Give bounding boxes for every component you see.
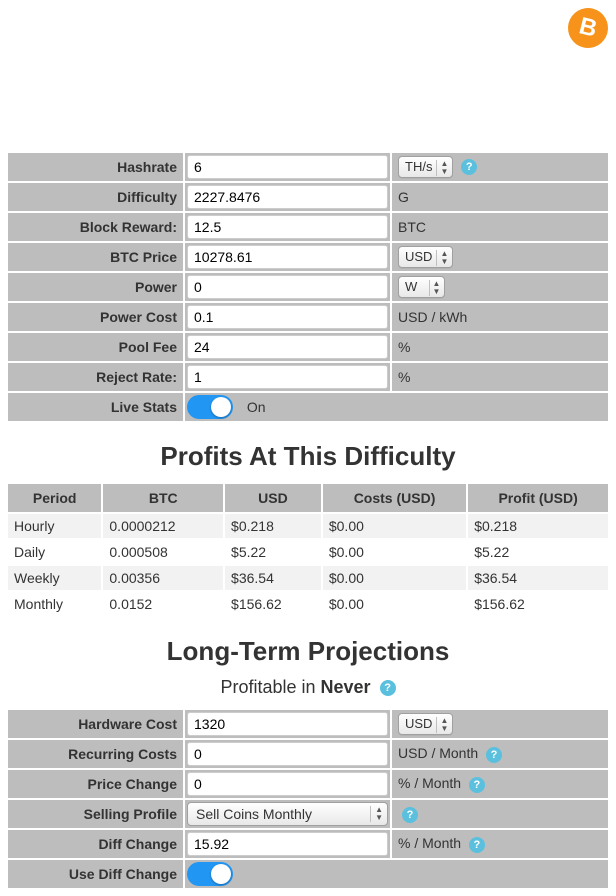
block-reward-input[interactable] (187, 215, 388, 239)
difficulty-label: Difficulty (8, 183, 183, 211)
hardware-cost-input[interactable] (187, 712, 388, 736)
hardware-cost-label: Hardware Cost (8, 710, 183, 738)
difficulty-input[interactable] (187, 185, 388, 209)
col-costs: Costs (USD) (323, 484, 466, 512)
use-diff-change-label: Use Diff Change (8, 860, 183, 888)
hardware-cost-currency-select[interactable]: USD▲▼ (398, 713, 453, 735)
btc-price-label: BTC Price (8, 243, 183, 271)
table-cell: $0.00 (323, 592, 466, 616)
profitable-in-line: Profitable in Never ? (6, 677, 610, 698)
table-cell: $0.00 (323, 514, 466, 538)
profits-table: Period BTC USD Costs (USD) Profit (USD) … (6, 482, 610, 618)
pool-fee-input[interactable] (187, 335, 388, 359)
price-change-label: Price Change (8, 770, 183, 798)
table-cell: Weekly (8, 566, 101, 590)
recurring-costs-label: Recurring Costs (8, 740, 183, 768)
help-icon[interactable]: ? (461, 159, 477, 175)
table-row: Hourly0.0000212$0.218$0.00$0.218 (8, 514, 608, 538)
difficulty-unit: G (392, 183, 608, 211)
pool-fee-label: Pool Fee (8, 333, 183, 361)
btc-price-currency-select[interactable]: USD▲▼ (398, 246, 453, 268)
live-stats-label: Live Stats (8, 393, 183, 421)
recurring-costs-input[interactable] (187, 742, 388, 766)
hashrate-unit-select[interactable]: TH/s▲▼ (398, 156, 453, 178)
help-icon[interactable]: ? (469, 777, 485, 793)
table-cell: $5.22 (468, 540, 608, 564)
table-cell: 0.0152 (103, 592, 223, 616)
table-row: Daily0.000508$5.22$0.00$5.22 (8, 540, 608, 564)
pool-fee-unit: % (392, 333, 608, 361)
reject-rate-label: Reject Rate: (8, 363, 183, 391)
table-cell: 0.00356 (103, 566, 223, 590)
live-stats-toggle[interactable] (187, 395, 233, 419)
table-cell: $156.62 (468, 592, 608, 616)
projections-inputs-table: Hardware Cost USD▲▼ Recurring Costs USD … (6, 708, 610, 890)
help-icon[interactable]: ? (380, 680, 396, 696)
table-cell: Monthly (8, 592, 101, 616)
profits-title: Profits At This Difficulty (6, 441, 610, 472)
selling-profile-select[interactable]: Sell Coins Monthly ▲▼ (187, 802, 388, 826)
table-cell: $0.218 (225, 514, 321, 538)
price-change-input[interactable] (187, 772, 388, 796)
diff-change-label: Diff Change (8, 830, 183, 858)
table-cell: $5.22 (225, 540, 321, 564)
reject-rate-unit: % (392, 363, 608, 391)
price-change-unit: % / Month (398, 775, 461, 791)
table-cell: 0.0000212 (103, 514, 223, 538)
block-reward-unit: BTC (392, 213, 608, 241)
selling-profile-label: Selling Profile (8, 800, 183, 828)
table-cell: $0.218 (468, 514, 608, 538)
col-usd: USD (225, 484, 321, 512)
diff-change-unit: % / Month (398, 835, 461, 851)
recurring-costs-unit: USD / Month (398, 745, 478, 761)
table-row: Monthly0.0152$156.62$0.00$156.62 (8, 592, 608, 616)
power-cost-input[interactable] (187, 305, 388, 329)
help-icon[interactable]: ? (486, 747, 502, 763)
btc-price-input[interactable] (187, 245, 388, 269)
power-unit-select[interactable]: W ▲▼ (398, 276, 445, 298)
power-label: Power (8, 273, 183, 301)
col-profit: Profit (USD) (468, 484, 608, 512)
diff-change-input[interactable] (187, 832, 388, 856)
col-period: Period (8, 484, 101, 512)
calculator-inputs-table: Hashrate TH/s▲▼ ? Difficulty G Block Rew… (6, 151, 610, 423)
table-cell: Hourly (8, 514, 101, 538)
col-btc: BTC (103, 484, 223, 512)
projections-title: Long-Term Projections (6, 636, 610, 667)
table-row: Weekly0.00356$36.54$0.00$36.54 (8, 566, 608, 590)
table-cell: Daily (8, 540, 101, 564)
table-cell: 0.000508 (103, 540, 223, 564)
help-icon[interactable]: ? (469, 837, 485, 853)
reject-rate-input[interactable] (187, 365, 388, 389)
hashrate-input[interactable] (187, 155, 388, 179)
power-cost-unit: USD / kWh (392, 303, 608, 331)
table-cell: $0.00 (323, 566, 466, 590)
table-cell: $156.62 (225, 592, 321, 616)
use-diff-change-toggle[interactable] (187, 862, 233, 886)
table-cell: $36.54 (468, 566, 608, 590)
block-reward-label: Block Reward: (8, 213, 183, 241)
power-input[interactable] (187, 275, 388, 299)
table-cell: $0.00 (323, 540, 466, 564)
power-cost-label: Power Cost (8, 303, 183, 331)
help-icon[interactable]: ? (402, 807, 418, 823)
hashrate-label: Hashrate (8, 153, 183, 181)
live-stats-on-text: On (247, 399, 266, 415)
table-cell: $36.54 (225, 566, 321, 590)
